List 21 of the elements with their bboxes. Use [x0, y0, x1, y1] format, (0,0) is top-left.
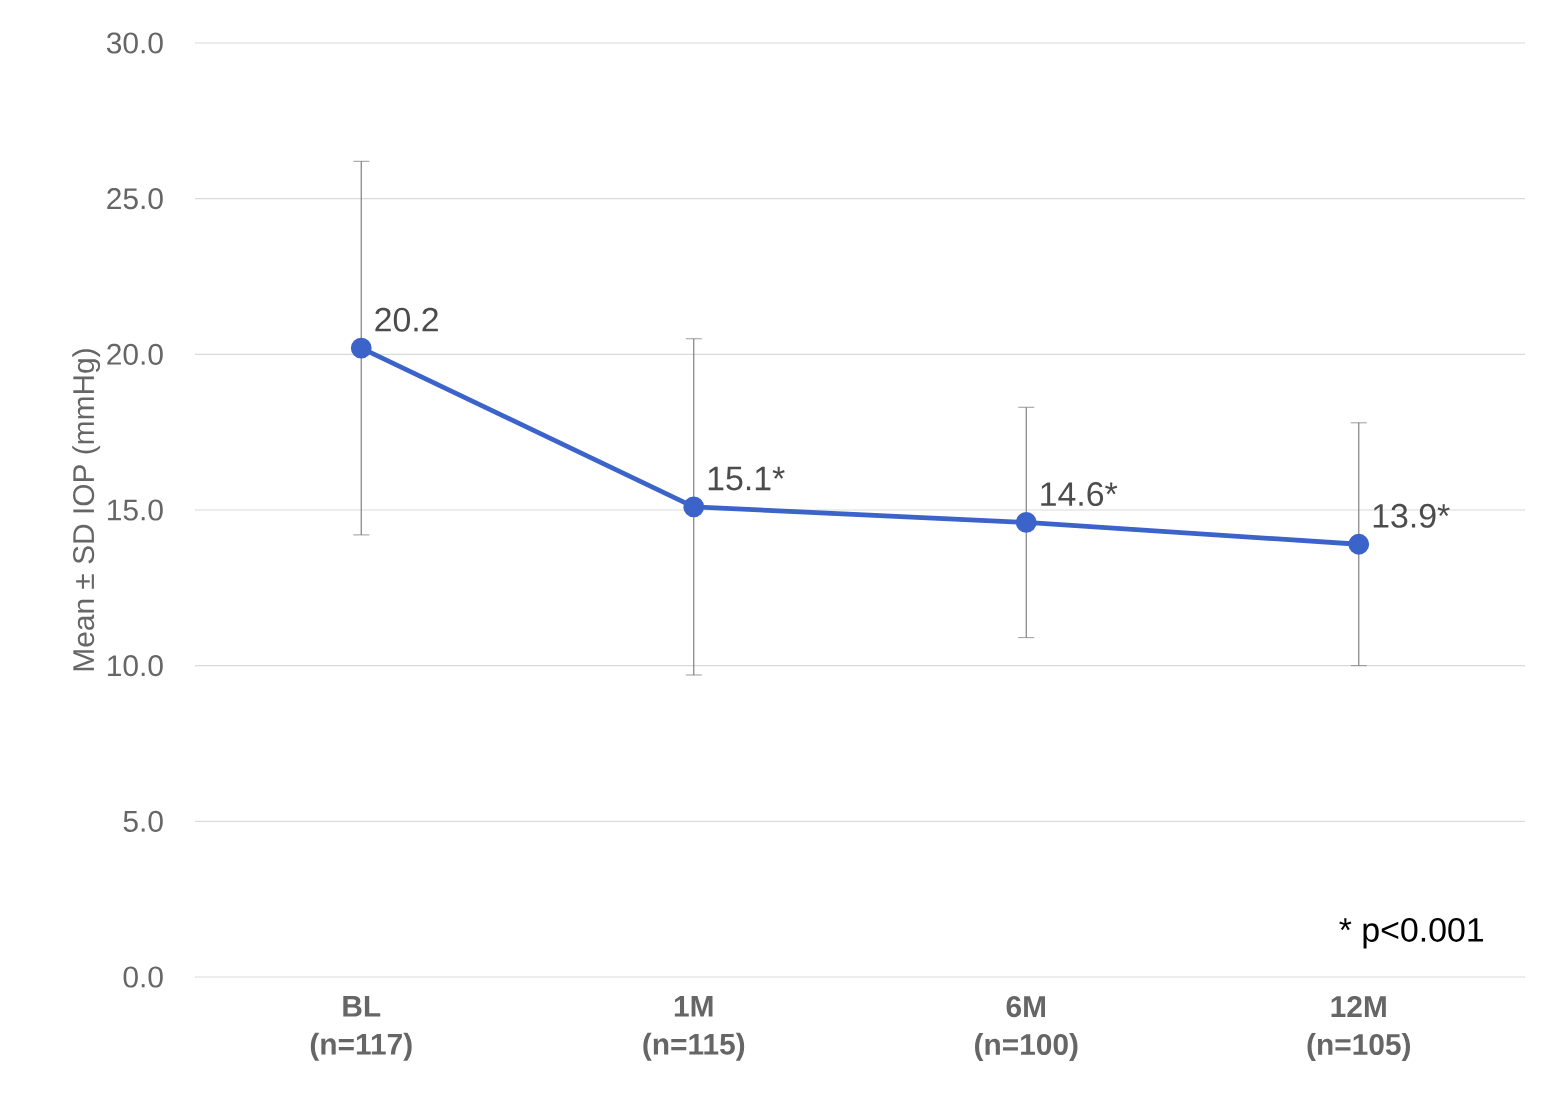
x-tick-label: BL (n=117)	[310, 996, 412, 1061]
data-label: 20.2	[375, 307, 438, 332]
point	[350, 337, 372, 359]
x-tick-label: 12M (n=105)	[1307, 996, 1411, 1061]
y-tick-label: 15.0	[108, 499, 163, 521]
data-label: 14.6*	[1041, 482, 1118, 507]
y-axis-title: Mean ± SD IOP (mmHg)	[72, 349, 101, 671]
annotation: * p<0.001	[1339, 917, 1484, 949]
y-tick-label: 30.0	[106, 32, 163, 54]
y-tick-label: 20.0	[107, 343, 163, 365]
point	[1348, 533, 1370, 555]
y-tick-label: 0.0	[123, 966, 163, 988]
point	[683, 496, 705, 518]
y-tick-label: 25.0	[107, 188, 163, 210]
data-label: 15.1*	[708, 466, 785, 491]
data-label: 13.9*	[1373, 503, 1450, 528]
x-tick-label: 6M (n=100)	[975, 996, 1078, 1061]
y-tick-label: 5.0	[123, 810, 163, 832]
x-tick-label: 1M (n=115)	[643, 996, 745, 1061]
point	[1015, 512, 1037, 533]
y-tick-label: 10.0	[108, 655, 163, 677]
